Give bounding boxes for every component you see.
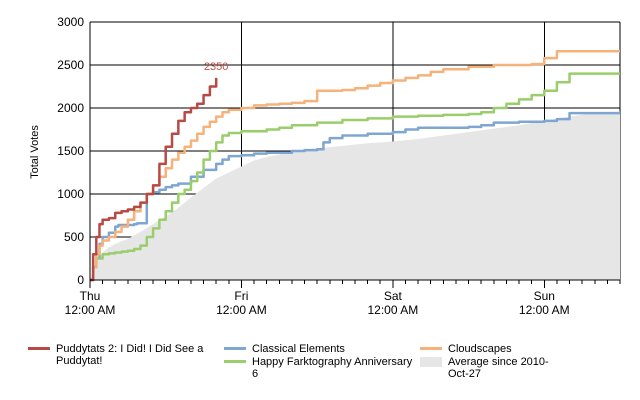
legend-label: Average since 2010-Oct-27	[448, 356, 549, 380]
x-tick-label-time: 12:00 AM	[65, 303, 116, 317]
y-tick-label: 1000	[57, 187, 84, 201]
y-tick-label: 0	[77, 273, 84, 287]
legend-swatch	[224, 347, 246, 350]
legend-swatch	[420, 347, 442, 350]
y-tick-label: 2500	[57, 58, 84, 72]
legend-label: Puddytats 2: I Did! I Did See a Puddytat…	[56, 343, 204, 367]
y-tick-label: 2000	[57, 101, 84, 115]
legend-item-happy-farktography: Happy Farktography Anniversary 6	[224, 356, 414, 380]
y-tick-label: 500	[64, 230, 84, 244]
series-line-classical-elements	[90, 111, 620, 282]
annotation-label: 2350	[204, 61, 228, 73]
y-tick-label: 3000	[57, 15, 84, 29]
x-tick-label-day: Sun	[534, 289, 555, 303]
legend-item-puddytats: Puddytats 2: I Did! I Did See a Puddytat…	[28, 343, 208, 367]
average-area	[90, 111, 620, 280]
y-axis-label: Total Votes	[29, 125, 41, 179]
legend-label: Classical Elements	[252, 343, 345, 355]
legend-swatch	[28, 347, 50, 350]
legend-item-cloudscapes: Cloudscapes	[420, 343, 595, 355]
legend-item-classical-elements: Classical Elements	[224, 343, 399, 355]
x-tick-label-time: 12:00 AM	[216, 303, 267, 317]
series-line-cloudscapes	[90, 49, 620, 282]
x-tick-label-day: Thu	[80, 289, 101, 303]
legend-item-average: Average since 2010-Oct-27	[420, 356, 550, 380]
y-tick-label: 1500	[57, 144, 84, 158]
x-tick-label-time: 12:00 AM	[368, 303, 419, 317]
series-line-puddytats-2-i-did-i-did-see-a-puddytat	[90, 77, 218, 282]
area-layer	[90, 111, 620, 280]
series-line-happy-farktography-anniversary-6	[90, 72, 620, 282]
x-tick-label-time: 12:00 AM	[519, 303, 570, 317]
legend-label: Cloudscapes	[448, 343, 512, 355]
line-layer	[90, 49, 620, 282]
x-tick-label-day: Fri	[234, 289, 248, 303]
legend-swatch	[224, 360, 246, 363]
x-tick-label-day: Sat	[384, 289, 403, 303]
legend-label: Happy Farktography Anniversary 6	[252, 356, 413, 380]
legend-swatch	[420, 357, 442, 367]
